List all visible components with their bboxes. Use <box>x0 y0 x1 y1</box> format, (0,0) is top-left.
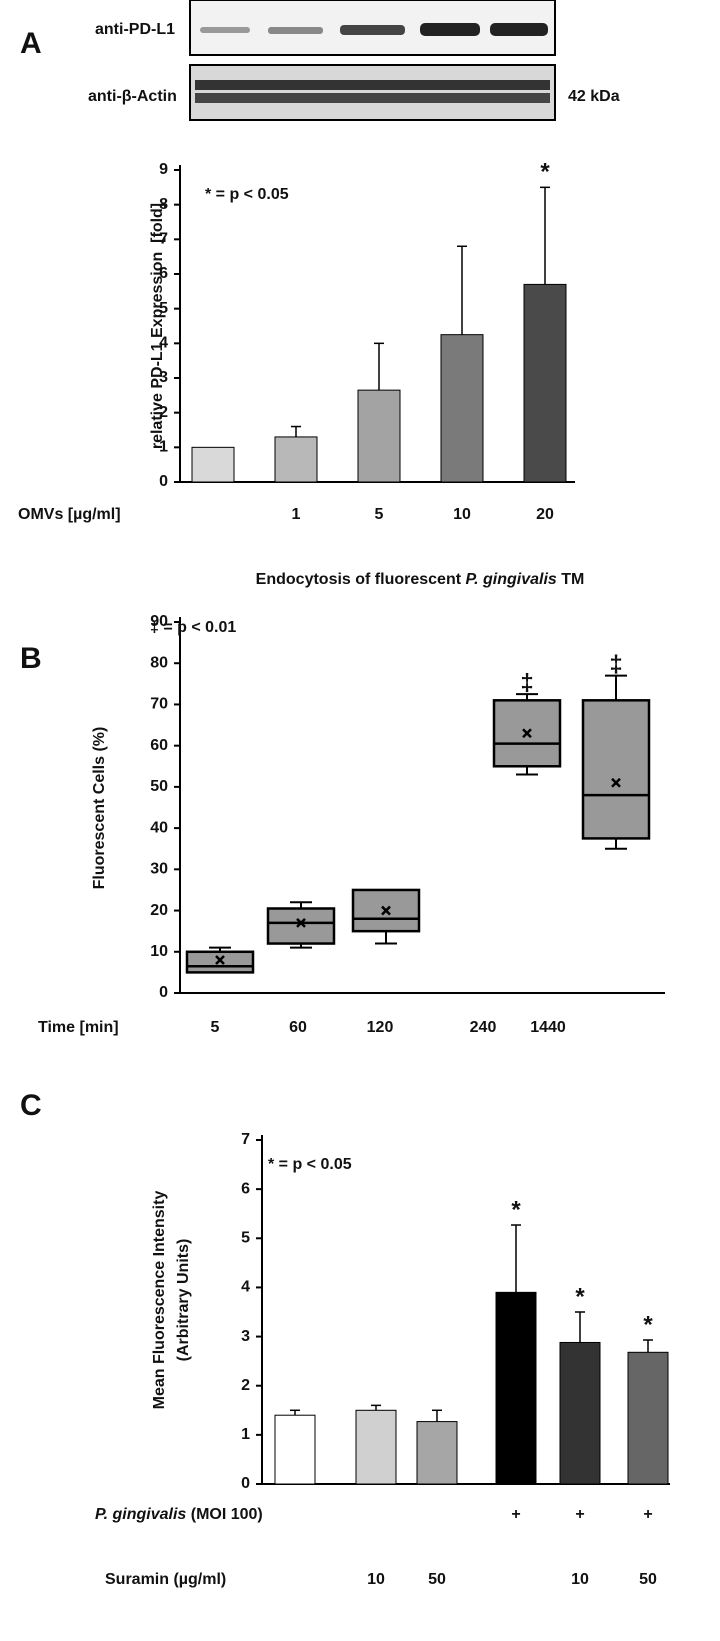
y-tick-label: 30 <box>150 861 168 878</box>
row-value: 50 <box>639 1571 657 1588</box>
x-tick-label: 5 <box>375 506 384 523</box>
significance-marker: * <box>540 159 550 186</box>
annotation: * = p < 0.05 <box>205 186 289 203</box>
bar <box>559 1341 601 1485</box>
y-tick-label: 8 <box>159 196 168 213</box>
bar <box>355 1409 397 1485</box>
bar <box>627 1351 669 1485</box>
box <box>185 950 255 974</box>
box <box>581 699 651 840</box>
blot <box>189 0 556 121</box>
bar <box>191 446 235 483</box>
y-tick-label: 9 <box>159 161 168 178</box>
y-tick-label: 2 <box>159 404 168 421</box>
y-tick-label: 10 <box>150 943 168 960</box>
row-label-part: (MOI 100) <box>186 1506 262 1523</box>
y-axis-label: Fluorescent Cells (%) <box>91 727 108 890</box>
significance-marker: ‡ <box>609 651 622 678</box>
x-tick-label: 120 <box>367 1019 394 1036</box>
y-tick-label: 3 <box>241 1328 250 1345</box>
mean-marker <box>215 955 225 965</box>
y-tick-label: 20 <box>150 902 168 919</box>
mean-marker <box>381 905 391 916</box>
box <box>266 907 336 945</box>
y-tick-label: 5 <box>159 300 168 317</box>
mean-marker <box>296 918 306 928</box>
annotation: ‡ = p < 0.01 <box>150 619 236 636</box>
y-tick-label: 0 <box>159 984 168 1001</box>
blot-marker: 42 kDa <box>568 88 620 105</box>
significance-marker: * <box>511 1196 521 1223</box>
row-label-part: P. gingivalis <box>95 1506 186 1523</box>
y-tick-label: 0 <box>241 1475 250 1492</box>
panel-label: A <box>20 27 42 60</box>
y-axis-label: Mean Fluorescence Intensity <box>151 1191 168 1410</box>
y-tick-label: 6 <box>241 1180 250 1197</box>
row-label: Suramin (µg/ml) <box>105 1571 226 1588</box>
bar <box>357 389 401 483</box>
row-label: P. gingivalis (MOI 100) <box>95 1506 263 1523</box>
title-part: P. gingivalis <box>465 571 556 588</box>
x-tick-label: 1440 <box>530 1019 566 1036</box>
bar <box>523 283 567 483</box>
title-part: Endocytosis of fluorescent <box>256 571 466 588</box>
annotation: * = p < 0.05 <box>268 1156 352 1173</box>
bar <box>274 1414 316 1485</box>
significance-marker: * <box>575 1283 585 1310</box>
chart-title: Endocytosis of fluorescent P. gingivalis… <box>256 571 585 588</box>
row-value: 10 <box>571 1571 589 1588</box>
x-axis-label: OMVs [µg/ml] <box>18 506 121 523</box>
y-tick-label: 2 <box>241 1377 250 1394</box>
y-tick-label: 6 <box>159 265 168 282</box>
x-tick-label: 240 <box>470 1019 497 1036</box>
y-tick-label: 0 <box>159 473 168 490</box>
bar <box>416 1421 458 1485</box>
y-tick-label: 80 <box>150 654 168 671</box>
row-value: 10 <box>367 1571 385 1588</box>
row-value: + <box>643 1506 652 1523</box>
bar <box>274 436 318 483</box>
x-tick-label: 5 <box>211 1019 220 1036</box>
x-tick-label: 1 <box>292 506 301 523</box>
blot-label: anti-β-Actin <box>88 88 177 105</box>
significance-marker: ‡ <box>520 669 533 696</box>
panel-label: B <box>20 642 42 675</box>
y-tick-label: 5 <box>241 1230 250 1247</box>
row-value: + <box>575 1506 584 1523</box>
mean-marker <box>522 728 532 739</box>
bar <box>495 1291 537 1485</box>
title-part: TM <box>557 571 585 588</box>
x-tick-label: 20 <box>536 506 554 523</box>
x-axis-label: Time [min] <box>38 1019 119 1036</box>
y-tick-label: 4 <box>241 1279 250 1296</box>
y-tick-label: 1 <box>159 439 168 456</box>
row-value: + <box>511 1506 520 1523</box>
y-tick-label: 3 <box>159 369 168 386</box>
bar <box>440 334 484 483</box>
row-value: 50 <box>428 1571 446 1588</box>
y-tick-label: 40 <box>150 819 168 836</box>
y-tick-label: 50 <box>150 778 168 795</box>
y-tick-label: 1 <box>241 1426 250 1443</box>
blot-label: anti-PD-L1 <box>95 21 175 38</box>
x-tick-label: 60 <box>289 1019 307 1036</box>
y-tick-label: 70 <box>150 696 168 713</box>
mean-marker <box>611 777 621 788</box>
x-tick-label: 10 <box>453 506 471 523</box>
y-tick-label: 60 <box>150 737 168 754</box>
y-axis-label: relative PD-L1 Expression [fold] <box>149 203 166 449</box>
y-tick-label: 90 <box>150 613 168 630</box>
significance-marker: * <box>643 1311 653 1338</box>
y-axis-label: (Arbitrary Units) <box>175 1239 192 1362</box>
y-tick-label: 4 <box>159 335 168 352</box>
panel-label: C <box>20 1089 42 1122</box>
y-tick-label: 7 <box>241 1131 250 1148</box>
y-tick-label: 7 <box>159 231 168 248</box>
